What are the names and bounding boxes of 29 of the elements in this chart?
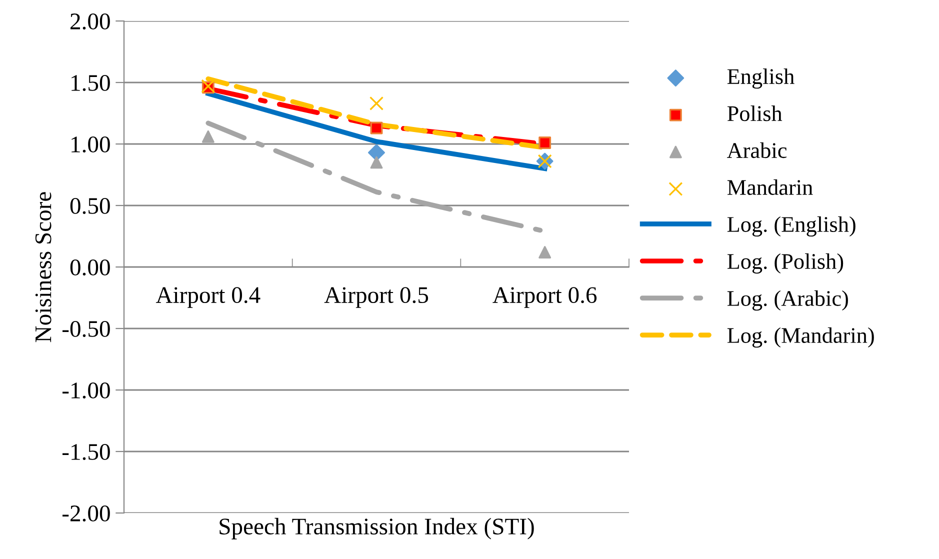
point [538,246,552,258]
x-tick-label: Airport 0.6 [492,287,597,308]
legend-label: Mandarin [727,179,813,196]
point [202,130,214,143]
y-tick-label: -1.50 [62,444,110,460]
x-tick-label: Airport 0.5 [324,287,428,308]
legend-label: Log. (English) [727,216,856,237]
point [368,144,385,162]
point [538,136,552,149]
point [370,122,383,134]
y-tick-label: 0.50 [70,198,110,214]
legend-label: Log. (Polish) [727,253,844,274]
y-tick-label: 0.00 [70,259,110,276]
y-tick-label: -0.50 [62,320,110,338]
legend-label: Log. (Mandarin) [727,327,874,348]
y-tick-label: -2.00 [62,505,110,522]
y-tick-label: 1.50 [72,74,110,92]
y-tick-label: -1.00 [62,382,110,399]
y-axis-title: Noisiness Score [35,192,52,342]
x-tick-label: Airport 0.4 [156,287,260,308]
legend-label: Log. (Arabic) [727,290,848,311]
legend-label: Polish [727,105,782,122]
point [369,96,384,110]
legend-label: English [727,68,794,89]
legend-label: Arabic [726,142,787,158]
point [370,156,383,169]
x-axis-title: Speech Transmission Index (STI) [220,518,534,540]
y-tick-label: 1.00 [72,136,110,153]
y-tick-label: 2.00 [70,13,110,30]
